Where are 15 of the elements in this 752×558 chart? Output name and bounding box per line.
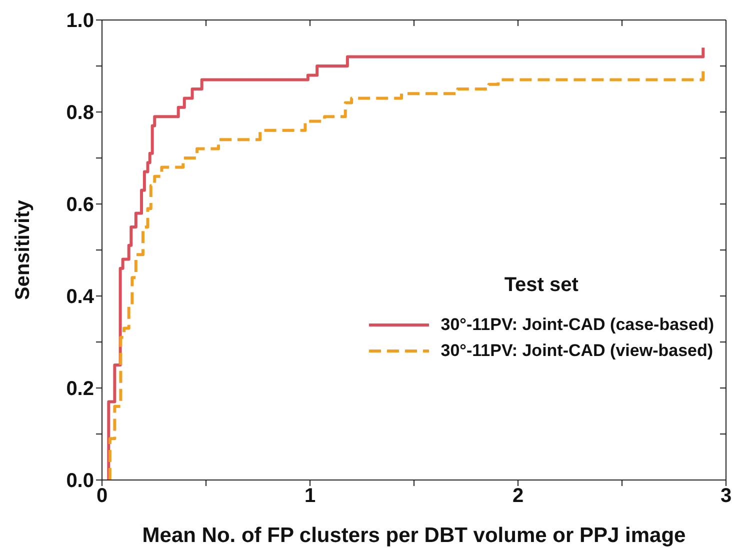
x-tick-label: 2 bbox=[512, 485, 524, 508]
y-tick-label: 0.4 bbox=[66, 286, 95, 308]
legend-title: Test set bbox=[503, 274, 580, 297]
x-tick-label: 0 bbox=[96, 485, 108, 508]
text: 0.0 bbox=[66, 470, 94, 492]
x-tick-label: 1 bbox=[304, 485, 316, 508]
text: 1.0 bbox=[66, 10, 94, 32]
x-tick-label: 3 bbox=[720, 485, 732, 508]
legend-label: 30°-11PV: Joint-CAD (case-based) bbox=[440, 315, 714, 335]
y-tick-label: 0.8 bbox=[66, 102, 94, 124]
y-tick-label: 0.6 bbox=[66, 194, 94, 216]
y-axis-title: Sensitivity bbox=[12, 199, 34, 300]
x-axis-title: Mean No. of FP clusters per DBT volume or PPJ image bbox=[142, 524, 686, 547]
legend-label: 30°-11PV: Joint-CAD (view-based) bbox=[440, 341, 714, 361]
y-tick-label: 0.2 bbox=[66, 378, 94, 400]
